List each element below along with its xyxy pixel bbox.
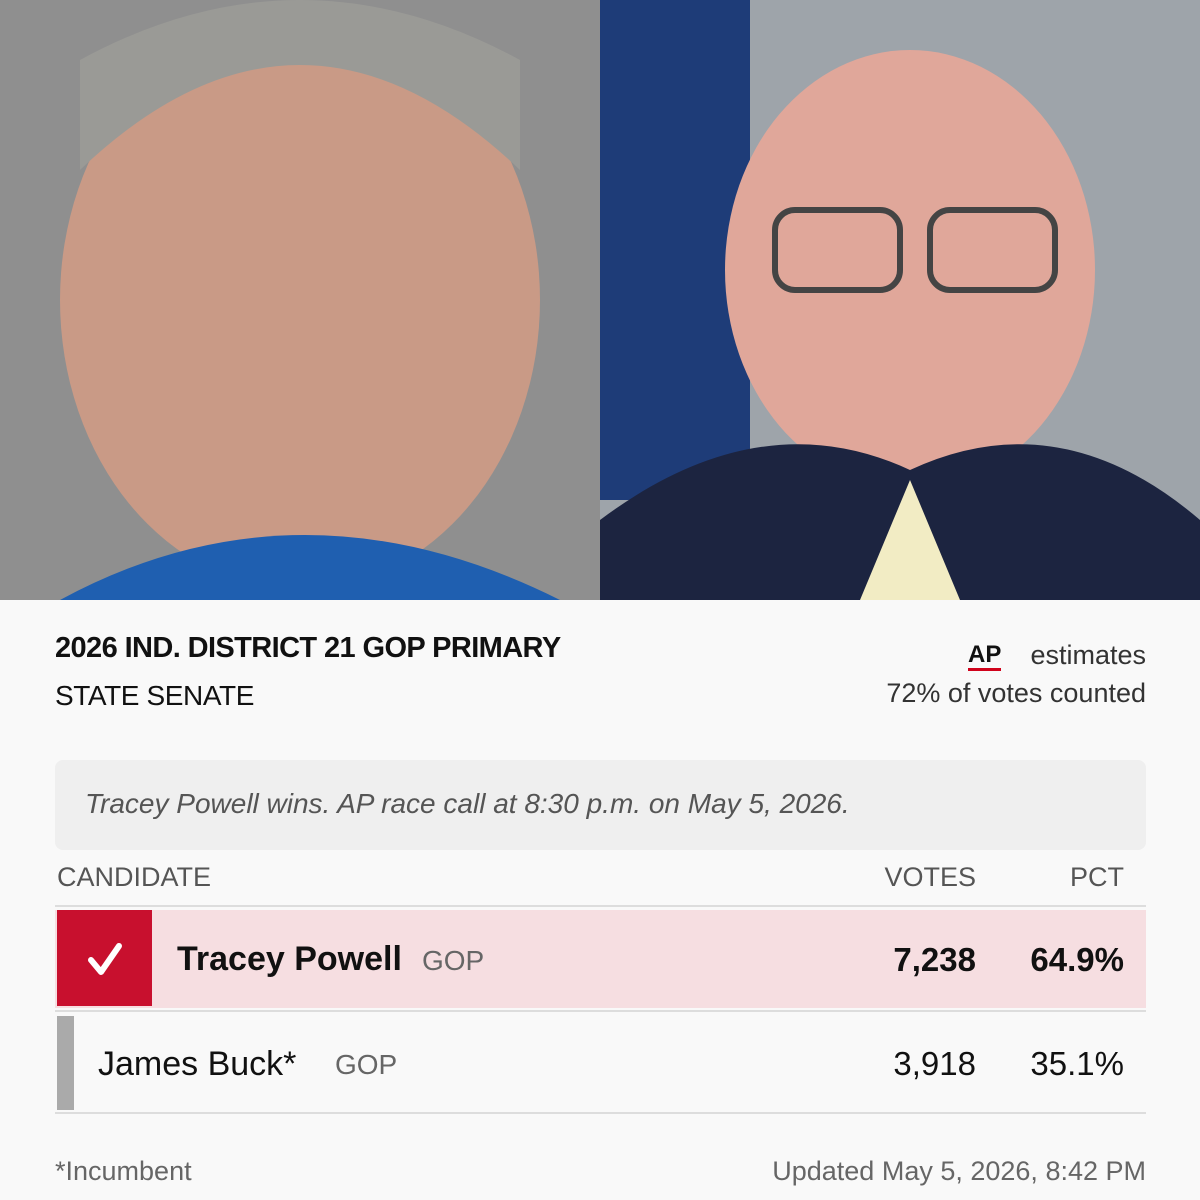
- column-header: CANDIDATE: [57, 862, 212, 892]
- divider: [55, 1112, 1146, 1114]
- column-header: VOTES: [884, 862, 976, 892]
- divider: [55, 1010, 1146, 1012]
- race-call: Tracey Powell wins. AP race call at 8:30…: [85, 788, 850, 819]
- footnote: *Incumbent: [55, 1156, 192, 1186]
- candidate-marker: [57, 1016, 74, 1110]
- divider: [55, 905, 1146, 907]
- candidate-name: Tracey Powell: [177, 940, 402, 978]
- winner-row: [55, 910, 1146, 1008]
- check-icon: [88, 943, 122, 975]
- candidate-votes: 7,238: [893, 941, 976, 978]
- updated-label: Updated: [772, 1156, 875, 1186]
- candidate-party: GOP: [422, 945, 485, 976]
- candidate-votes: 3,918: [893, 1045, 976, 1082]
- source-logo: AP: [968, 642, 1002, 671]
- source-note: estimates: [1030, 640, 1146, 670]
- candidate-photos: [0, 0, 1200, 600]
- candidate-pct: 64.9%: [1030, 941, 1124, 978]
- column-header: PCT: [1070, 862, 1124, 892]
- candidate-pct: 35.1%: [1030, 1045, 1124, 1082]
- updated-time: May 5, 2026, 8:42 PM: [881, 1156, 1146, 1186]
- race-subtitle: STATE SENATE: [55, 680, 255, 711]
- votes-counted: 72% of votes counted: [886, 678, 1146, 708]
- candidate-name: James Buck*: [98, 1045, 297, 1083]
- race-call-box: [55, 760, 1146, 850]
- candidate-party: GOP: [335, 1049, 398, 1080]
- race-title: 2026 IND. DISTRICT 21 GOP PRIMARY: [55, 632, 561, 664]
- updated: Updated May 5, 2026, 8:42 PM: [772, 1156, 1146, 1187]
- winner-marker: [57, 910, 152, 1006]
